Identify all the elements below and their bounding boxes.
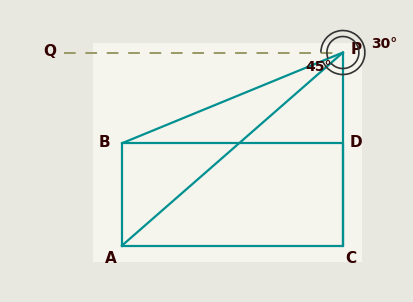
Text: B: B: [99, 135, 110, 149]
Text: Q: Q: [43, 44, 57, 59]
Bar: [93, 43, 362, 262]
Text: 45°: 45°: [306, 60, 332, 74]
Text: P: P: [350, 42, 361, 56]
Text: A: A: [105, 251, 117, 266]
Text: D: D: [349, 135, 362, 149]
Text: C: C: [345, 251, 356, 266]
Text: 30°: 30°: [371, 37, 397, 51]
